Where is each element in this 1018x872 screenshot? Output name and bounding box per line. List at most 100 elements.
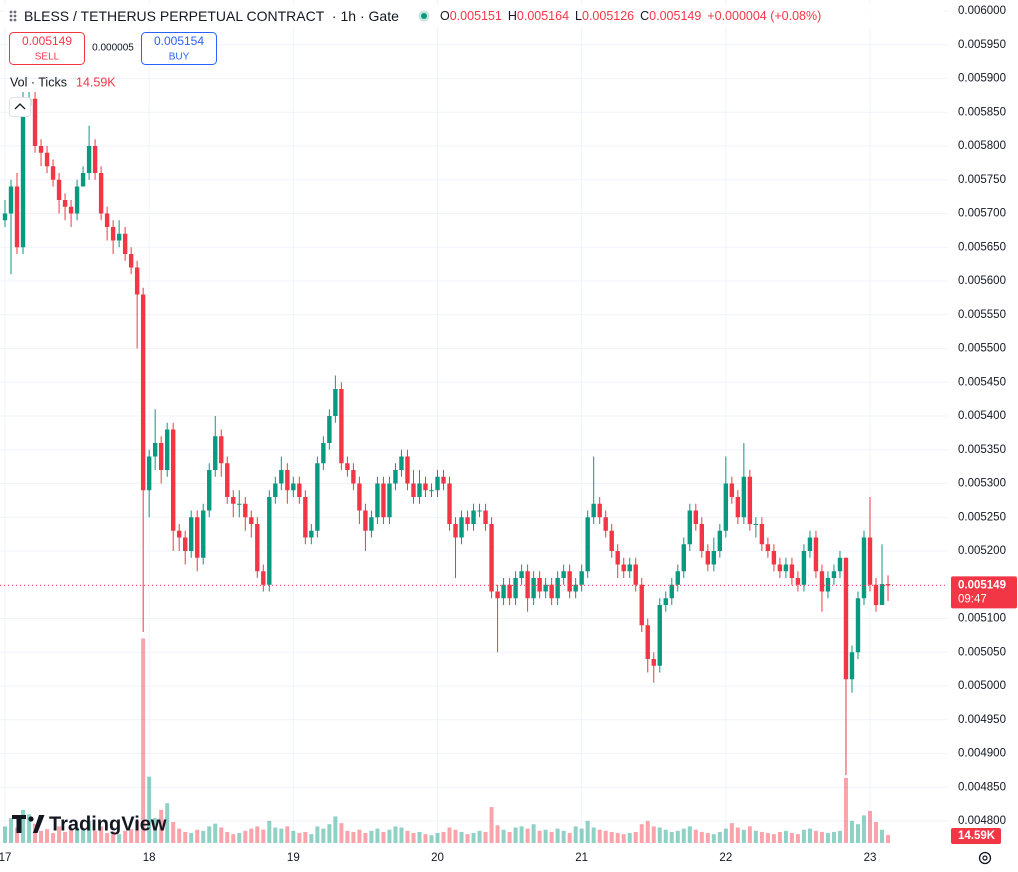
candle-body: [441, 476, 446, 484]
volume-bar: [597, 829, 602, 843]
volume-bar: [465, 834, 470, 843]
settings-center[interactable]: [982, 855, 988, 861]
volume-bar: [741, 829, 746, 843]
volume-bar: [111, 831, 116, 843]
logo-dot: [28, 816, 34, 822]
volume-bar: [249, 828, 254, 843]
buy-label[interactable]: BUY: [169, 52, 190, 63]
sell-price[interactable]: 0.005149: [22, 34, 72, 48]
volume-bar: [345, 830, 350, 843]
candle-body: [351, 470, 356, 484]
volume-bar: [747, 826, 752, 843]
volume-bar: [723, 828, 728, 843]
volume-bar: [315, 826, 320, 843]
candle-body: [50, 166, 56, 180]
candle-body: [705, 551, 711, 565]
candle-body: [453, 524, 458, 538]
y-tick-label: 0.005700: [958, 208, 1006, 220]
volume-bar: [363, 833, 368, 843]
volume-bar: [531, 824, 536, 843]
volume-bar: [645, 820, 650, 843]
volume-bar: [321, 828, 326, 843]
symbol-title: BLESS / TETHERUS PERPETUAL CONTRACT: [24, 8, 325, 24]
candle-body: [140, 294, 146, 491]
candle-body: [807, 537, 813, 551]
grid: [0, 0, 948, 843]
volume-bar: [153, 818, 158, 843]
collapse-button[interactable]: [9, 97, 31, 117]
candle-body: [867, 537, 873, 585]
settings-ring[interactable]: [978, 851, 992, 865]
candle-body: [783, 564, 789, 572]
volume-bar: [303, 831, 308, 843]
volume-pane: [3, 638, 891, 843]
y-tick-label: 0.005550: [958, 309, 1006, 321]
y-tick-label: 0.004950: [958, 714, 1006, 726]
candle-body: [411, 483, 416, 497]
settings-button[interactable]: [978, 851, 992, 865]
collapse-icon[interactable]: [14, 103, 26, 110]
spread: 0.000005: [92, 43, 134, 54]
x-tick-label: 22: [719, 852, 732, 864]
y-tick-label: 0.005000: [958, 680, 1006, 692]
candle-body: [753, 524, 759, 525]
volume-bar: [225, 831, 230, 843]
candle-body: [819, 571, 825, 592]
volume-bar: [801, 829, 806, 843]
interval: 1h: [340, 8, 356, 24]
volume-bar: [33, 823, 38, 843]
volume-bar: [201, 830, 206, 843]
candle-body: [225, 463, 230, 497]
candle-body: [651, 659, 656, 666]
sell-label[interactable]: SELL: [35, 52, 60, 63]
logo-t: [12, 815, 26, 833]
y-tick-label: 0.005650: [958, 241, 1006, 253]
candle-body: [465, 517, 470, 524]
candle-body: [219, 436, 224, 464]
volume-bar: [429, 835, 434, 843]
volume-bar: [729, 823, 734, 843]
sell-button[interactable]: 0.005149 SELL: [9, 32, 85, 65]
candle-body: [735, 497, 741, 518]
y-tick-label: 0.005850: [958, 106, 1006, 118]
candle-body: [873, 584, 879, 605]
volume-bar: [399, 827, 404, 843]
candle-body: [357, 483, 362, 511]
volume-bar: [117, 834, 122, 843]
candle-body: [831, 571, 837, 578]
buy-button[interactable]: 0.005154 BUY: [141, 32, 217, 65]
volume-bar: [513, 827, 518, 843]
candle-body: [603, 517, 608, 531]
candle-body: [525, 571, 530, 599]
candle-body: [795, 578, 801, 585]
volume-bar: [279, 828, 284, 843]
candle-body: [747, 476, 753, 524]
volume-bar: [567, 833, 572, 843]
candle-body: [315, 463, 320, 531]
volume-bar: [423, 834, 428, 843]
candle-body: [501, 584, 506, 599]
buy-box[interactable]: [141, 32, 217, 65]
status-dot: [421, 13, 427, 19]
candle-body: [693, 510, 698, 524]
y-tick-label: 0.004800: [958, 815, 1006, 827]
price-tag-value: 0.005149: [958, 579, 1006, 591]
candle-body: [555, 578, 560, 599]
collapse-box[interactable]: [9, 97, 31, 117]
candle-body: [104, 213, 110, 227]
candle-body: [837, 557, 843, 572]
buy-price[interactable]: 0.005154: [154, 34, 204, 48]
volume-bar: [81, 828, 86, 843]
volume-bar: [789, 833, 794, 843]
volume-bar: [609, 831, 614, 843]
candle-body: [116, 233, 122, 241]
volume-bar: [381, 831, 386, 843]
candle-body: [98, 173, 104, 214]
volume-bar: [819, 831, 824, 843]
candle-body: [92, 146, 98, 173]
volume-bar: [9, 818, 14, 843]
volume-bar: [765, 833, 770, 843]
sell-box[interactable]: [9, 32, 85, 65]
volume-bar: [693, 829, 698, 843]
volume-bar: [759, 831, 764, 843]
